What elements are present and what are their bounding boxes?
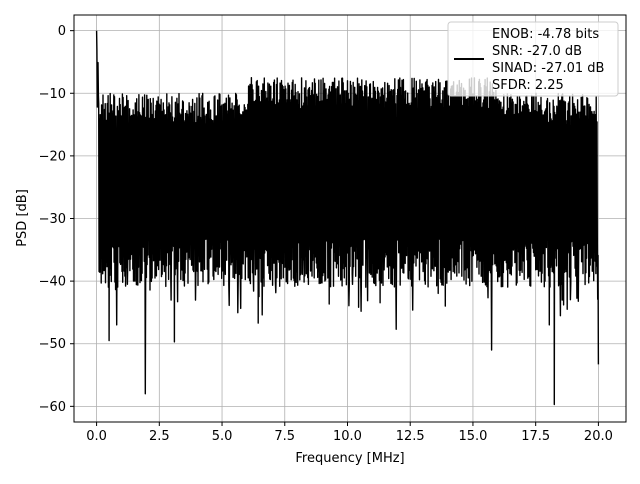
legend-line-sfdr: SFDR: 2.25 bbox=[492, 78, 564, 93]
legend-box bbox=[447, 21, 619, 97]
x-tick-label: 12.5 bbox=[396, 429, 425, 444]
y-tick-label: −40 bbox=[39, 275, 66, 290]
x-tick-label: 20.0 bbox=[584, 429, 613, 444]
x-tick-label: 7.5 bbox=[274, 429, 295, 444]
x-tick-label: 15.0 bbox=[458, 429, 487, 444]
x-tick-label: 2.5 bbox=[149, 429, 170, 444]
x-axis: 0.0 2.5 5.0 7.5 10.0 12.5 15.0 17.5 20.0 bbox=[86, 422, 613, 444]
y-axis: 0 −10 −20 −30 −40 −50 −60 bbox=[39, 24, 74, 415]
x-tick-label: 0.0 bbox=[86, 429, 107, 444]
y-tick-label: −10 bbox=[39, 87, 66, 102]
series-layer bbox=[95, 30, 600, 406]
legend-line-snr: SNR: -27.0 dB bbox=[492, 44, 582, 59]
y-tick-label: −20 bbox=[39, 149, 66, 164]
legend-line-enob: ENOB: -4.78 bits bbox=[492, 27, 599, 42]
series-psd-line bbox=[95, 30, 600, 406]
y-tick-label: −50 bbox=[39, 337, 66, 352]
y-tick-label: −30 bbox=[39, 212, 66, 227]
x-tick-label: 17.5 bbox=[521, 429, 550, 444]
y-tick-label: −60 bbox=[39, 400, 66, 415]
x-tick-label: 10.0 bbox=[333, 429, 362, 444]
x-axis-label: Frequency [MHz] bbox=[295, 451, 404, 466]
y-tick-label: 0 bbox=[58, 24, 66, 39]
legend: ENOB: -4.78 bits SNR: -27.0 dB SINAD: -2… bbox=[447, 21, 619, 97]
legend-line-sinad: SINAD: -27.01 dB bbox=[492, 61, 604, 76]
y-axis-label: PSD [dB] bbox=[15, 189, 30, 247]
x-tick-label: 5.0 bbox=[212, 429, 233, 444]
